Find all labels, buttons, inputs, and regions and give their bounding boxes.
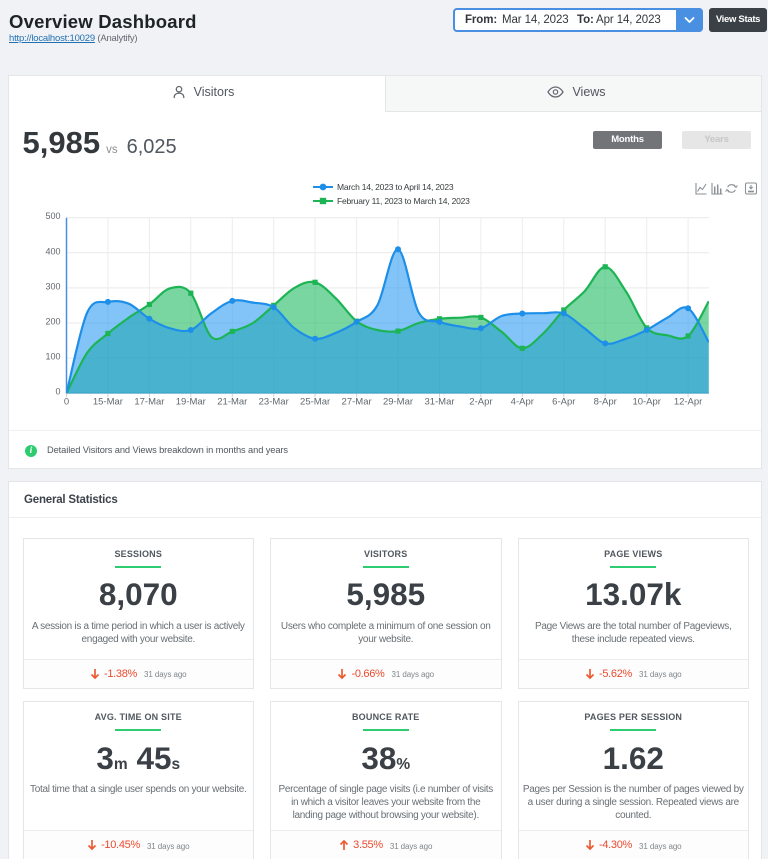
svg-text:29-Mar: 29-Mar xyxy=(383,397,413,408)
svg-text:500: 500 xyxy=(45,211,60,221)
svg-text:400: 400 xyxy=(45,246,60,256)
svg-text:31-Mar: 31-Mar xyxy=(424,397,454,408)
svg-text:23-Mar: 23-Mar xyxy=(259,397,289,408)
svg-text:4-Apr: 4-Apr xyxy=(511,397,534,408)
svg-text:12-Apr: 12-Apr xyxy=(674,397,703,408)
svg-text:2-Apr: 2-Apr xyxy=(469,397,492,408)
svg-text:19-Mar: 19-Mar xyxy=(176,397,206,408)
svg-text:0: 0 xyxy=(55,387,60,397)
svg-text:8-Apr: 8-Apr xyxy=(594,397,617,408)
svg-text:0: 0 xyxy=(64,397,69,408)
svg-text:6-Apr: 6-Apr xyxy=(552,397,575,408)
svg-text:300: 300 xyxy=(45,281,60,291)
svg-text:200: 200 xyxy=(45,317,60,327)
svg-text:21-Mar: 21-Mar xyxy=(217,397,247,408)
svg-text:15-Mar: 15-Mar xyxy=(93,397,123,408)
svg-text:25-Mar: 25-Mar xyxy=(300,397,330,408)
svg-text:17-Mar: 17-Mar xyxy=(134,397,164,408)
svg-text:27-Mar: 27-Mar xyxy=(342,397,372,408)
svg-text:10-Apr: 10-Apr xyxy=(632,397,661,408)
svg-text:100: 100 xyxy=(45,352,60,362)
